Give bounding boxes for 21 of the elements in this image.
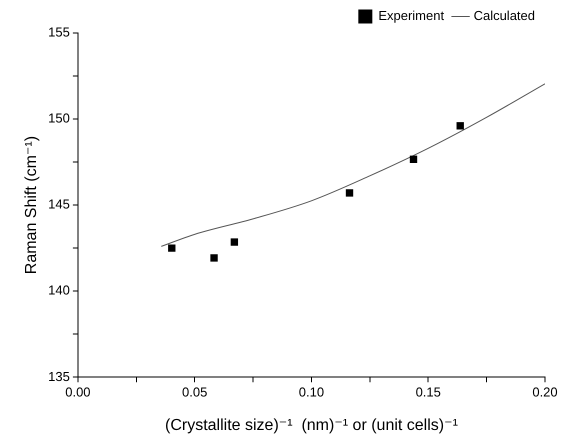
point — [410, 156, 418, 164]
x-axis-title: (Crystallite size)⁻¹ (nm)⁻¹ or (unit cells)⁻¹ — [164, 416, 458, 434]
line-series — [160, 83, 545, 247]
x-tick-label: 0.20 — [532, 384, 558, 400]
point — [230, 238, 238, 246]
y-tick-label: 145 — [48, 196, 70, 212]
x-tick-label: 0.10 — [298, 384, 324, 400]
y-tick-label: 150 — [48, 110, 70, 126]
legend-label: Calculated — [474, 8, 536, 24]
point — [168, 244, 176, 252]
x-tick-label: 0.15 — [416, 384, 441, 400]
x-tick-label: 0.05 — [182, 384, 208, 400]
point — [210, 254, 218, 262]
y-axis-title: Raman Shift (cm⁻¹) — [23, 136, 40, 274]
x-tick-label: 0.00 — [65, 384, 91, 400]
legend-label: Experiment — [378, 8, 444, 24]
point — [456, 122, 464, 130]
y-tick-label: 140 — [48, 282, 70, 298]
y-tick-label: 135 — [48, 368, 70, 384]
point — [346, 189, 354, 197]
y-tick-label: 155 — [48, 24, 70, 40]
